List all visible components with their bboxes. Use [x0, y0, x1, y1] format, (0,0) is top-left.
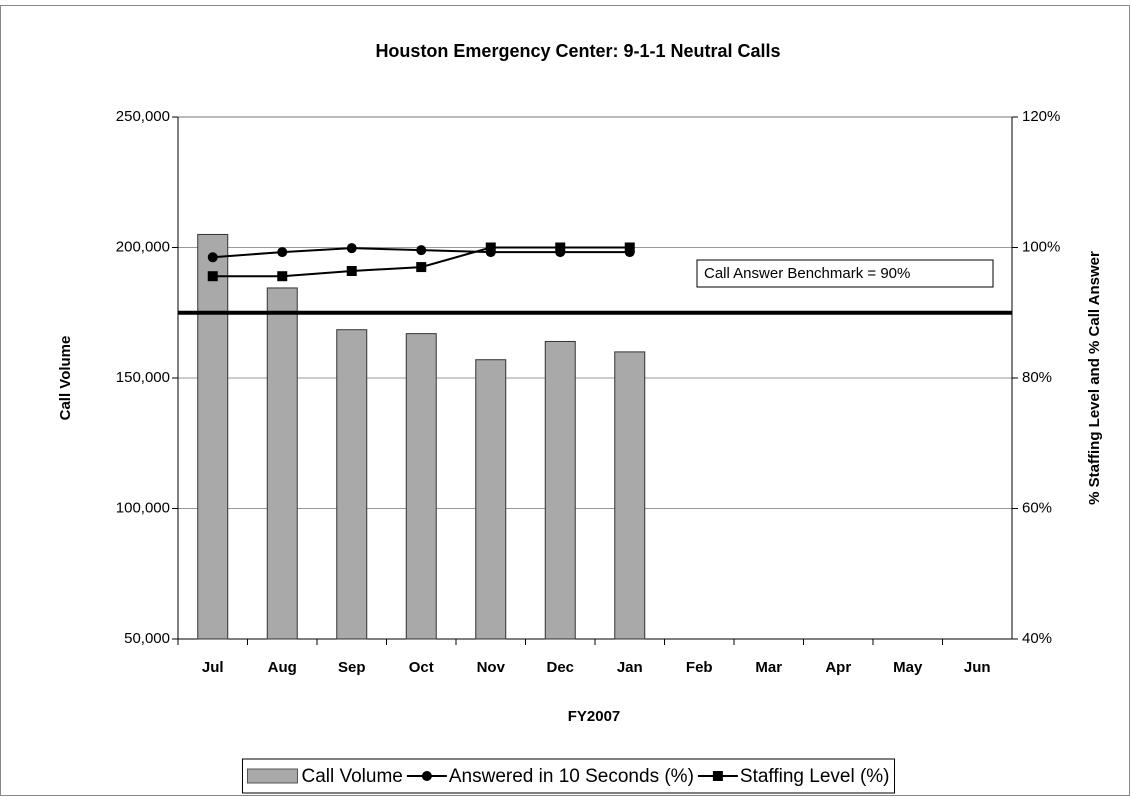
x-tick-label: Feb — [686, 659, 713, 676]
x-tick-label: Apr — [825, 659, 851, 676]
legend-label: Call Volume — [301, 766, 402, 787]
x-tick-label: Nov — [477, 659, 506, 676]
marker — [416, 245, 427, 256]
y2-tick-label: 80% — [1022, 369, 1052, 386]
legend-label: Answered in 10 Seconds (%) — [449, 766, 694, 787]
x-tick-label: Jul — [202, 659, 224, 676]
bar — [475, 359, 507, 640]
y-tick-label: 150,000 — [116, 369, 170, 386]
x-tick-label: Mar — [755, 659, 782, 676]
marker — [346, 243, 357, 254]
y-tick-label: 50,000 — [124, 630, 170, 647]
y2-tick-label: 40% — [1022, 630, 1052, 647]
y2-axis-label: % Staffing Level and % Call Answer — [1086, 251, 1103, 505]
y2-tick-label: 60% — [1022, 499, 1052, 516]
marker — [416, 262, 427, 273]
bar — [266, 287, 298, 640]
legend-box — [241, 758, 896, 794]
x-tick-label: Aug — [268, 659, 297, 676]
legend-label: Staffing Level (%) — [740, 766, 890, 787]
legend-swatch — [246, 768, 298, 784]
y-tick-label: 200,000 — [116, 238, 170, 255]
bar — [336, 329, 368, 640]
legend-marker — [712, 771, 723, 781]
y-axis-label: Call Volume — [57, 336, 74, 421]
benchmark-box — [696, 259, 994, 288]
marker — [207, 252, 218, 263]
marker — [555, 242, 566, 253]
legend: Call Volume Answered in 10 Seconds (%) Sta… — [241, 758, 896, 794]
bar — [544, 340, 576, 640]
benchmark-label: Call Answer Benchmark = 90% — [704, 265, 910, 282]
x-tick-label: May — [893, 659, 923, 676]
bar — [197, 233, 229, 640]
y2-tick-label: 120% — [1022, 108, 1060, 125]
marker — [207, 271, 218, 282]
y2-tick-label: 100% — [1022, 238, 1060, 255]
marker — [277, 271, 288, 282]
bar — [614, 351, 646, 640]
marker — [624, 242, 635, 253]
marker — [346, 265, 357, 276]
y-tick-label: 250,000 — [116, 108, 170, 125]
marker — [277, 247, 288, 258]
x-axis-label: FY2007 — [568, 708, 621, 725]
x-tick-label: Sep — [338, 659, 366, 676]
legend-marker — [421, 771, 432, 781]
x-tick-label: Jan — [617, 659, 643, 676]
bar — [405, 333, 437, 640]
chart-title: Houston Emergency Center: 9-1-1 Neutral … — [375, 41, 780, 61]
x-tick-label: Dec — [546, 659, 574, 676]
marker — [485, 242, 496, 253]
y-tick-label: 100,000 — [116, 499, 170, 516]
x-tick-label: Oct — [409, 659, 434, 676]
x-tick-label: Jun — [964, 659, 991, 676]
chart-border — [0, 5, 1130, 796]
